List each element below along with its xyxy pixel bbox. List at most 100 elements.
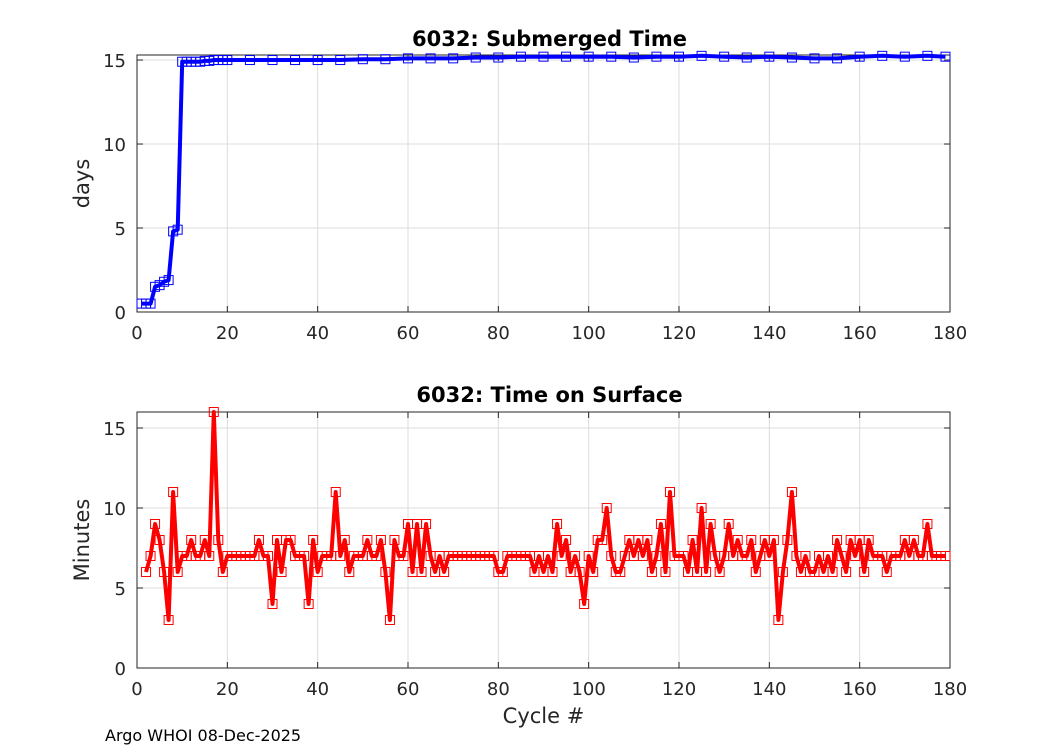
- surface-data-point: [823, 551, 834, 561]
- surface-data-point: [800, 551, 811, 561]
- submerged-data-point: [674, 51, 684, 62]
- surface-data-point: [439, 567, 450, 577]
- submerged-x-tick-label: 20: [216, 323, 239, 344]
- surface-data-point: [497, 567, 508, 577]
- surface-data-point: [606, 551, 617, 561]
- surface-data-point: [416, 567, 427, 577]
- submerged-y-axis-label: days: [70, 159, 94, 209]
- surface-data-point: [159, 567, 170, 577]
- surface-data-point: [881, 567, 892, 577]
- surface-data-point: [773, 615, 784, 625]
- surface-x-tick-label: 60: [397, 679, 420, 700]
- surface-data-point: [597, 535, 608, 545]
- submerged-data-point: [741, 52, 752, 63]
- surface-data-point: [199, 535, 210, 545]
- surface-data-point: [940, 551, 951, 561]
- submerged-data-point: [940, 51, 951, 62]
- surface-data-point: [637, 551, 648, 561]
- surface-data-point: [746, 535, 757, 545]
- surface-data-point: [664, 487, 675, 497]
- submerged-markers: [136, 50, 951, 309]
- surface-data-point: [836, 551, 847, 561]
- surface-data-point: [299, 551, 310, 561]
- surface-data-point: [543, 551, 554, 561]
- surface-data-point: [253, 535, 264, 545]
- submerged-x-tick-label: 60: [397, 323, 420, 344]
- surface-x-axis-label: Cycle #: [503, 704, 585, 728]
- surface-data-point: [547, 567, 558, 577]
- surface-data-point: [285, 535, 296, 545]
- submerged-x-tick-label: 0: [131, 323, 142, 344]
- footer-credit: Argo WHOI 08-Dec-2025: [105, 726, 301, 745]
- submerged-data-point: [583, 51, 594, 62]
- surface-data-point: [832, 535, 843, 545]
- surface-data-point: [646, 567, 657, 577]
- surface-data-point: [186, 535, 197, 545]
- surface-data-point: [339, 535, 350, 545]
- surface-data-point: [786, 487, 797, 497]
- surface-data-point: [150, 519, 161, 529]
- surface-x-tick-label: 100: [571, 679, 605, 700]
- surface-data-point: [276, 567, 287, 577]
- submerged-y-tick-label: 10: [103, 135, 126, 156]
- surface-data-point: [208, 407, 219, 417]
- submerged-data-point: [832, 53, 843, 64]
- surface-data-point: [601, 503, 612, 513]
- submerged-x-tick-label: 140: [752, 323, 786, 344]
- surface-data-point: [714, 567, 725, 577]
- surface-data-point: [741, 551, 752, 561]
- submerged-data-point: [854, 51, 865, 62]
- submerged-data-point: [651, 51, 662, 62]
- surface-data-point: [655, 519, 666, 529]
- submerged-data-point: [222, 55, 233, 66]
- surface-data-point: [570, 551, 581, 561]
- surface-data-point: [705, 519, 716, 529]
- surface-data-point: [371, 551, 382, 561]
- surface-data-point: [308, 535, 319, 545]
- surface-y-axis-label: Minutes: [70, 499, 94, 582]
- submerged-data-point: [561, 51, 572, 62]
- surface-data-point: [841, 567, 852, 577]
- surface-series-line: [144, 410, 946, 622]
- submerged-data-point: [290, 55, 301, 66]
- surface-data-point: [330, 487, 341, 497]
- submerged-data-point: [606, 51, 617, 62]
- surface-time-plot: 0 20 40 60 80 100 120 140 160 180 0 5 10 15 6032: Time…: [70, 383, 967, 728]
- surface-data-point: [732, 535, 743, 545]
- submerged-data-point: [538, 51, 549, 62]
- surface-data-point: [217, 567, 228, 577]
- submerged-data-point: [145, 298, 156, 309]
- submerged-data-point: [809, 53, 820, 64]
- surface-y-tick-label: 5: [115, 579, 126, 600]
- surface-data-point: [579, 599, 590, 609]
- surface-data-point: [421, 519, 432, 529]
- surface-x-tick-label: 20: [216, 679, 239, 700]
- surface-data-point: [827, 567, 838, 577]
- surface-data-point: [561, 535, 572, 545]
- surface-data-point: [908, 535, 919, 545]
- submerged-data-point: [786, 52, 797, 63]
- submerged-data-point: [470, 52, 481, 63]
- surface-data-point: [642, 535, 653, 545]
- submerged-data-point: [877, 50, 888, 61]
- surface-axes-frame: [136, 411, 951, 669]
- surface-data-point: [344, 567, 355, 577]
- submerged-data-point: [312, 55, 323, 66]
- submerged-series-line: [141, 53, 946, 306]
- submerged-data-point: [425, 53, 436, 64]
- surface-data-point: [168, 487, 179, 497]
- surface-markers: [141, 407, 951, 625]
- surface-data-point: [750, 567, 761, 577]
- submerged-data-point: [764, 51, 775, 62]
- surface-x-tick-label: 80: [487, 679, 510, 700]
- surface-chart-title: 6032: Time on Surface: [416, 383, 682, 407]
- surface-x-tick-label: 180: [933, 679, 967, 700]
- surface-data-point: [615, 567, 626, 577]
- submerged-x-tick-label: 160: [842, 323, 876, 344]
- surface-data-point: [380, 567, 391, 577]
- surface-data-point: [556, 551, 567, 561]
- submerged-data-point: [493, 52, 504, 63]
- surface-data-point: [398, 551, 409, 561]
- surface-x-tick-label: 0: [131, 679, 142, 700]
